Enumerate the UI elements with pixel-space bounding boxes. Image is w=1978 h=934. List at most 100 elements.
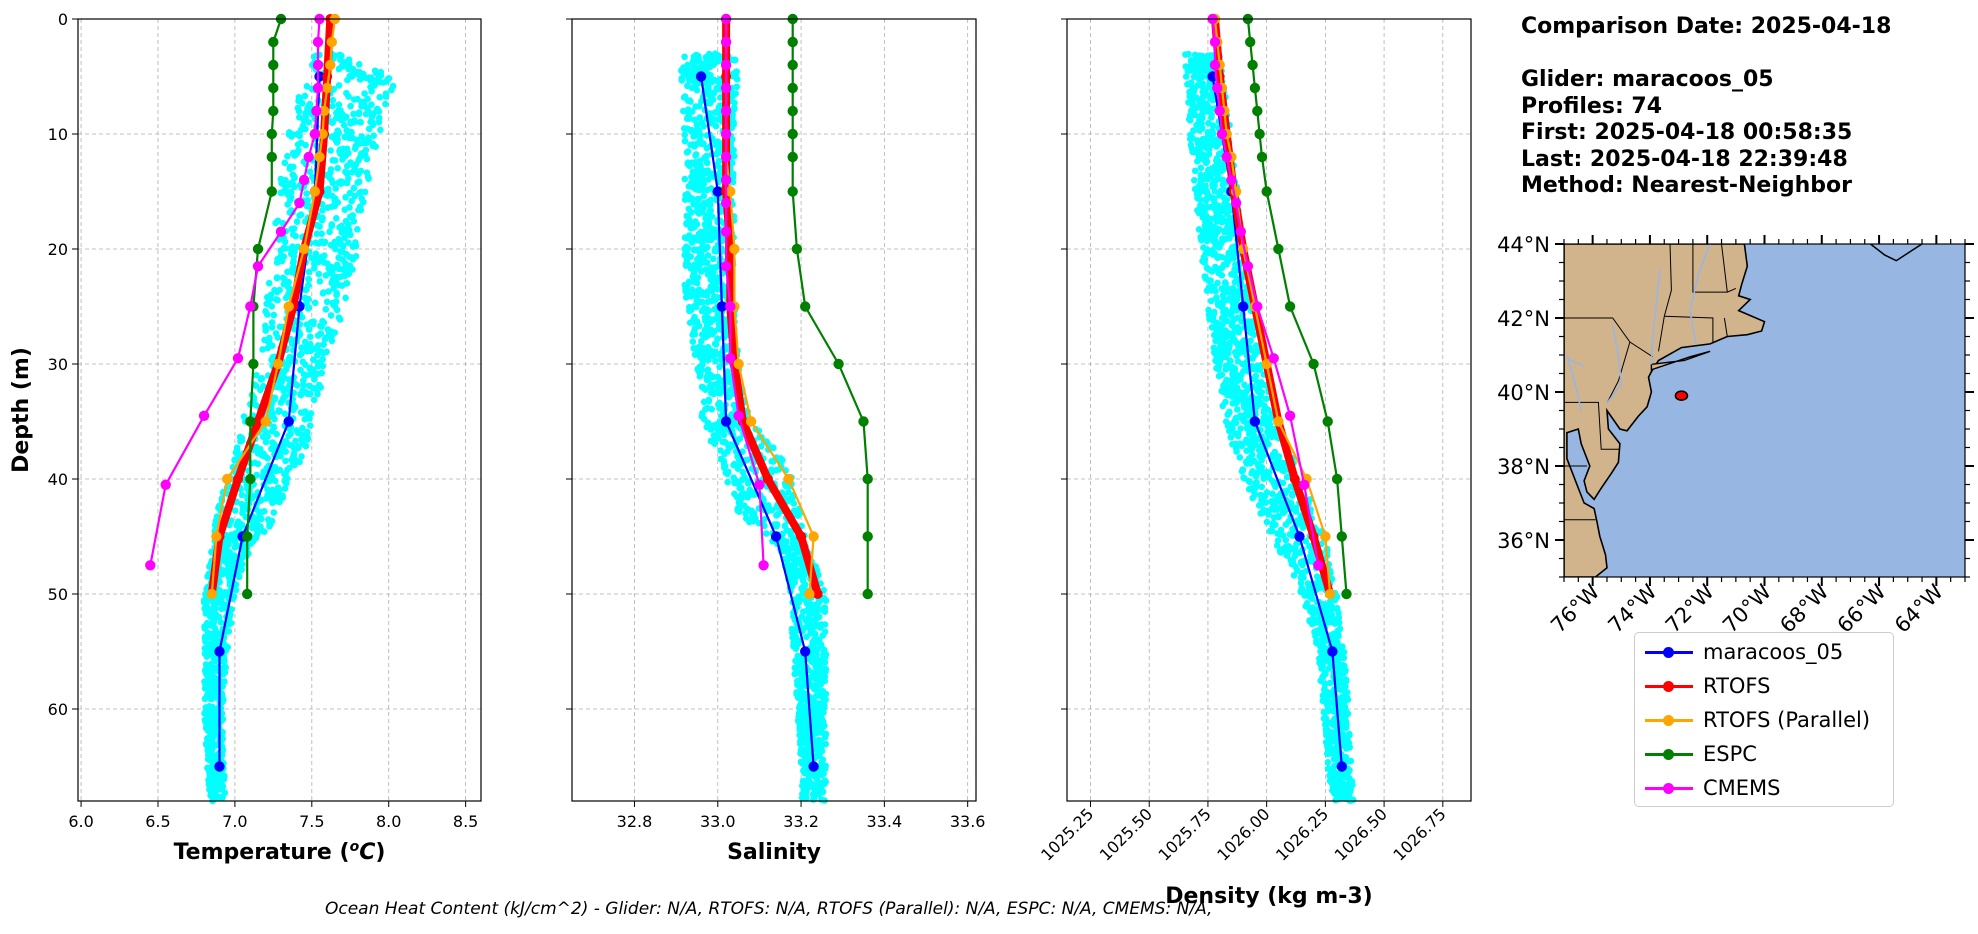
glider-point xyxy=(340,121,348,129)
glider-point xyxy=(208,780,216,787)
glider-point xyxy=(1313,639,1320,647)
series-point xyxy=(311,105,322,117)
glider-point xyxy=(1297,574,1305,582)
glider-point xyxy=(331,134,338,141)
glider-point xyxy=(296,114,303,121)
glider-point xyxy=(821,677,829,685)
glider-point xyxy=(350,96,358,103)
glider-point xyxy=(347,159,354,166)
glider-point xyxy=(822,778,829,786)
glider-point xyxy=(791,670,798,678)
glider-point xyxy=(345,56,353,63)
glider-point xyxy=(265,279,273,287)
glider-point xyxy=(284,475,291,482)
glider-point xyxy=(688,84,696,92)
glider-point xyxy=(316,322,324,330)
glider-point xyxy=(239,560,246,568)
glider-point xyxy=(686,319,694,327)
glider-point xyxy=(710,269,717,276)
glider-point xyxy=(219,570,227,578)
glider-point xyxy=(204,629,212,637)
glider-point xyxy=(311,299,319,307)
glider-point xyxy=(273,430,281,438)
glider-point xyxy=(292,380,299,388)
glider-point xyxy=(336,147,343,155)
glider-point xyxy=(811,660,819,668)
axes-frame xyxy=(571,18,977,802)
glider-point xyxy=(685,278,693,286)
glider-point xyxy=(715,147,722,155)
glider-point xyxy=(1215,372,1223,380)
series-point xyxy=(725,353,736,364)
series-point xyxy=(720,261,732,272)
glider-point xyxy=(304,428,311,436)
glider-point xyxy=(683,243,690,251)
glider-point xyxy=(330,285,338,292)
glider-point xyxy=(341,234,349,241)
series-point xyxy=(253,416,263,427)
salinity-axis-label: Salinity xyxy=(727,840,821,865)
glider-point xyxy=(270,311,278,319)
glider-point xyxy=(282,176,289,184)
series-point xyxy=(787,59,798,71)
glider-point xyxy=(203,653,211,660)
glider-point xyxy=(705,356,712,364)
glider-point xyxy=(280,368,288,376)
glider-point xyxy=(821,608,829,615)
series-point xyxy=(317,128,328,140)
glider-point xyxy=(362,146,370,154)
glider-point xyxy=(290,266,298,274)
glider-point xyxy=(240,413,248,420)
glider-point xyxy=(347,102,354,110)
glider-point xyxy=(1225,330,1233,337)
glider-point xyxy=(705,74,713,82)
glider-point xyxy=(703,152,710,160)
glider-point xyxy=(794,677,801,685)
glider-point xyxy=(803,633,810,641)
glider-point xyxy=(272,219,279,227)
glider-point xyxy=(697,228,705,236)
glider-point xyxy=(320,349,327,357)
glider-point xyxy=(335,254,343,261)
glider-point xyxy=(351,145,359,152)
glider-point xyxy=(360,70,367,78)
glider-point xyxy=(711,297,718,304)
glider-point xyxy=(1212,263,1219,271)
glider-point xyxy=(205,749,212,756)
glider-point xyxy=(1255,463,1262,470)
glider-point xyxy=(228,531,235,538)
glider-point xyxy=(209,597,216,605)
series-point xyxy=(833,358,844,370)
glider-point xyxy=(369,140,377,148)
glider-point xyxy=(300,117,308,125)
glider-point xyxy=(707,92,714,100)
glider-point xyxy=(374,105,381,113)
glider-point xyxy=(735,508,743,515)
glider-point xyxy=(289,454,297,461)
glider-point xyxy=(691,261,698,269)
glider-point xyxy=(279,494,287,501)
glider-point xyxy=(290,163,297,171)
glider-point xyxy=(684,106,692,113)
glider-point xyxy=(346,204,353,211)
series-point xyxy=(283,416,294,427)
glider-point xyxy=(798,759,806,767)
glider-point xyxy=(253,372,260,379)
glider-point xyxy=(811,684,819,692)
glider-point xyxy=(695,367,702,375)
glider-point xyxy=(811,639,819,647)
series-point xyxy=(729,243,740,255)
glider-point xyxy=(287,245,294,252)
glider-point xyxy=(1258,483,1265,491)
glider-point xyxy=(362,139,370,147)
series-point xyxy=(283,301,294,312)
glider-point xyxy=(803,600,811,607)
glider-point xyxy=(370,132,378,139)
glider-point xyxy=(787,531,795,539)
glider-point xyxy=(281,159,289,167)
glider-point xyxy=(815,692,823,699)
glider-point xyxy=(293,427,300,434)
series-point xyxy=(720,226,732,237)
glider-point xyxy=(299,100,306,107)
series-point xyxy=(720,82,732,94)
